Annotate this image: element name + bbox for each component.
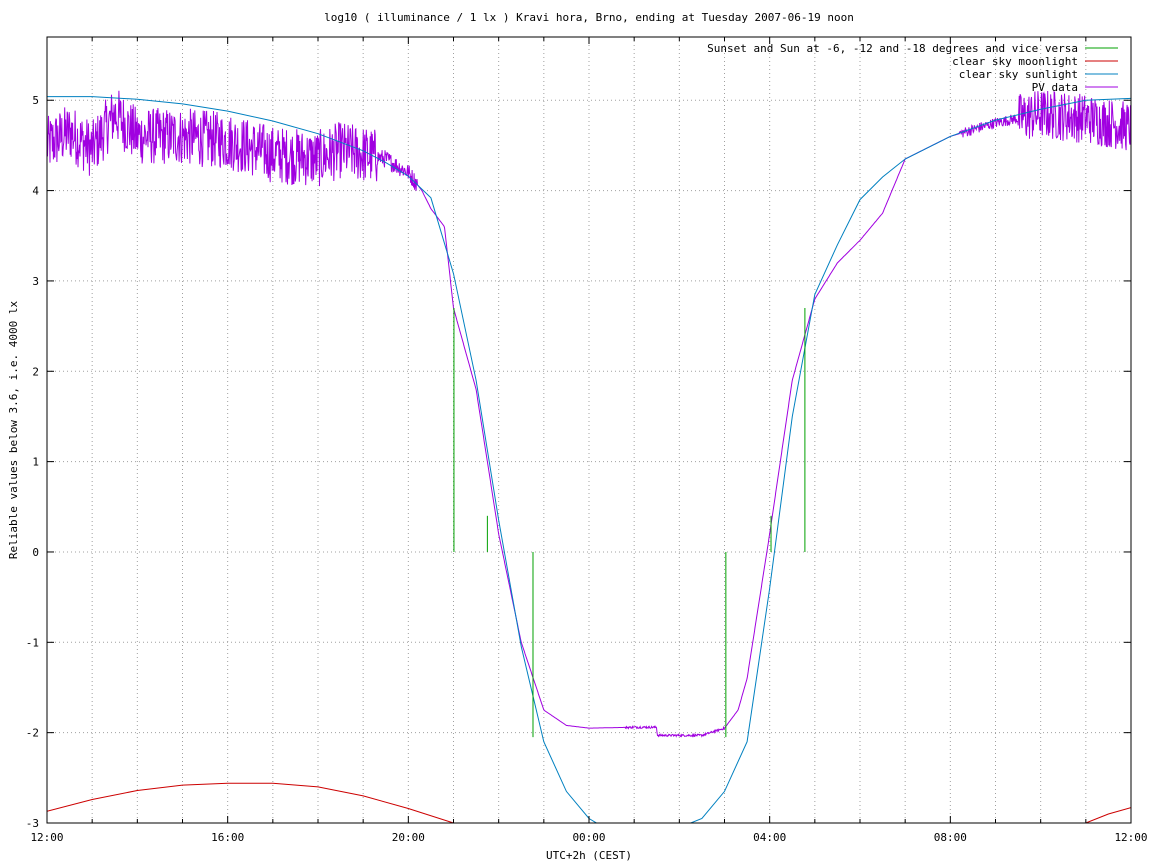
chart-title: log10 ( illuminance / 1 lx ) Kravi hora,… xyxy=(324,11,854,24)
x-axis-label: UTC+2h (CEST) xyxy=(546,849,632,862)
y-tick-label: 5 xyxy=(32,94,39,107)
tick-labels: 12:00 16:00 20:00 00:00 04:00 08:00 12:00-3-2-… xyxy=(26,37,1148,844)
legend-label: clear sky sunlight xyxy=(959,68,1078,81)
legend-label: clear sky moonlight xyxy=(952,55,1078,68)
y-tick-label: -2 xyxy=(26,727,39,740)
y-axis-label: Reliable values below 3.6, i.e. 4000 lx xyxy=(7,300,20,559)
y-tick-label: -1 xyxy=(26,636,39,649)
legend-label: PV data xyxy=(1032,81,1078,94)
grid xyxy=(47,37,1131,823)
y-tick-label: -3 xyxy=(26,817,39,830)
y-tick-label: 4 xyxy=(32,185,39,198)
x-tick-label: 08:00 xyxy=(934,831,967,844)
y-tick-label: 1 xyxy=(32,456,39,469)
y-tick-label: 3 xyxy=(32,275,39,288)
legend-label: Sunset and Sun at -6, -12 and -18 degree… xyxy=(707,42,1078,55)
x-tick-label: 12:00 xyxy=(30,831,63,844)
x-tick-label: 00:00 xyxy=(572,831,605,844)
y-tick-label: 0 xyxy=(32,546,39,559)
y-tick-label: 2 xyxy=(32,365,39,378)
moonlight-line xyxy=(47,782,1131,823)
x-tick-label: 16:00 xyxy=(211,831,244,844)
legend: Sunset and Sun at -6, -12 and -18 degree… xyxy=(707,42,1118,94)
x-tick-label: 20:00 xyxy=(392,831,425,844)
x-tick-label: 12:00 xyxy=(1114,831,1147,844)
x-tick-label: 04:00 xyxy=(753,831,786,844)
